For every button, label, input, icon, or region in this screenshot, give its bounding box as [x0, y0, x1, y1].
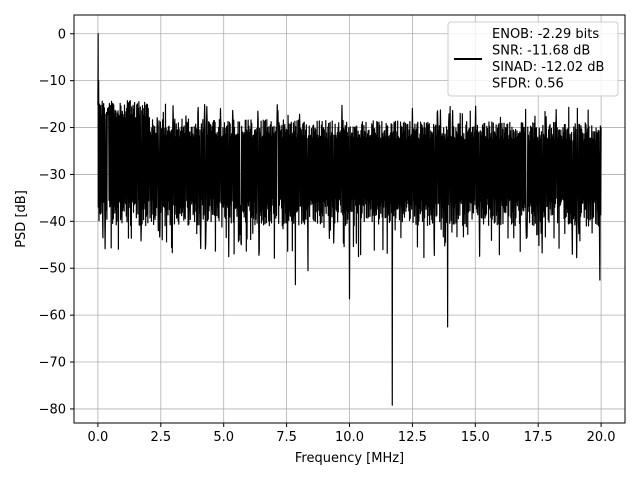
x-axis-ticks: 0.0 2.5 5.0 7.5 10.0 12.5 15.0 17.5 20.0 — [88, 423, 616, 445]
x-tick-label: 17.5 — [524, 430, 553, 445]
legend-line-snr: SNR: -11.68 dB — [492, 44, 590, 59]
x-tick-label: 0.0 — [88, 430, 109, 445]
x-tick-label: 2.5 — [150, 430, 171, 445]
legend: ENOB: -2.29 bits SNR: -11.68 dB SINAD: -… — [447, 21, 619, 97]
y-tick-label: 0 — [58, 27, 66, 42]
x-tick-label: 15.0 — [461, 430, 490, 445]
y-tick-label: −70 — [39, 356, 66, 371]
x-tick-label: 20.0 — [587, 430, 616, 445]
legend-line-sinad: SINAD: -12.02 dB — [492, 60, 604, 75]
legend-line-enob: ENOB: -2.29 bits — [492, 27, 599, 42]
psd-trace-group — [97, 33, 602, 406]
x-tick-label: 12.5 — [398, 430, 427, 445]
y-tick-label: −10 — [39, 74, 66, 89]
legend-line-sfdr: SFDR: 0.56 — [492, 77, 564, 92]
y-tick-label: −50 — [39, 262, 66, 277]
x-axis-label: Frequency [MHz] — [295, 451, 404, 466]
y-tick-label: −20 — [39, 121, 66, 136]
x-tick-label: 10.0 — [335, 430, 364, 445]
y-axis-ticks: 0 −10 −20 −30 −40 −50 −60 −70 −80 — [39, 27, 74, 417]
y-tick-label: −80 — [39, 402, 66, 417]
y-tick-label: −40 — [39, 215, 66, 230]
legend-box — [447, 21, 619, 97]
x-tick-label: 5.0 — [213, 430, 234, 445]
psd-trace-line — [97, 33, 602, 406]
y-axis-label: PSD [dB] — [14, 190, 29, 248]
y-tick-label: −60 — [39, 309, 66, 324]
x-tick-label: 7.5 — [276, 430, 297, 445]
y-tick-label: −30 — [39, 168, 66, 183]
